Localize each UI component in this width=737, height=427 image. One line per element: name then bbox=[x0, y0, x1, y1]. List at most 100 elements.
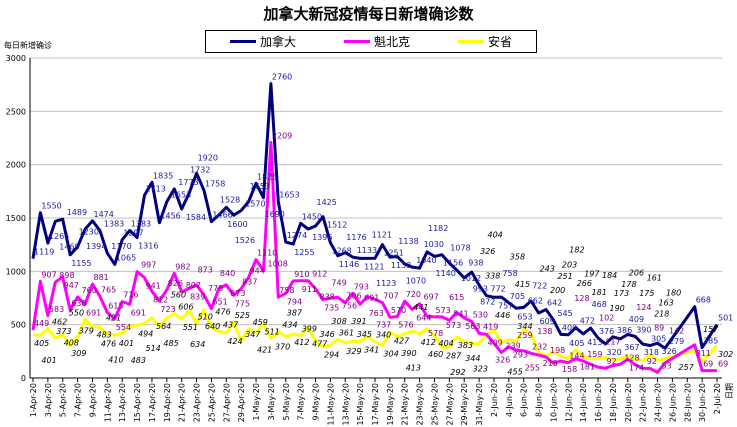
x-tick-label: 5-Apr-20 bbox=[59, 383, 68, 417]
data-label: 294 bbox=[324, 351, 339, 360]
data-label: 344 bbox=[465, 354, 480, 363]
data-label: 159 bbox=[587, 350, 602, 359]
x-tick-label: 8-Jun-20 bbox=[535, 383, 544, 417]
data-label: 326 bbox=[495, 356, 510, 365]
data-label: 239 bbox=[505, 342, 520, 351]
data-label: 642 bbox=[547, 299, 562, 308]
data-label: 476 bbox=[215, 308, 230, 317]
data-label: 401 bbox=[41, 356, 56, 365]
x-tick-label: 14-Jun-20 bbox=[579, 383, 588, 422]
legend-label: 安省 bbox=[487, 35, 512, 49]
data-label: 1835 bbox=[153, 171, 173, 180]
data-label: 1297 bbox=[123, 229, 143, 238]
x-tick-label: 17-Apr-20 bbox=[148, 383, 157, 422]
data-label: 716 bbox=[123, 291, 138, 300]
data-label: 757 bbox=[498, 301, 513, 310]
data-label: 560 bbox=[171, 290, 186, 299]
data-label: 1133 bbox=[391, 261, 411, 270]
data-label: 1230 bbox=[79, 227, 99, 236]
data-label: 232 bbox=[532, 342, 547, 351]
x-tick-label: 1-Apr-20 bbox=[29, 383, 38, 417]
data-label: 1653 bbox=[171, 191, 191, 200]
data-label: 697 bbox=[424, 293, 439, 302]
data-label: 941 bbox=[146, 282, 161, 291]
data-label: 1584 bbox=[186, 213, 206, 222]
data-label: 190 bbox=[610, 304, 625, 313]
data-label: 413 bbox=[587, 338, 602, 347]
data-label: 615 bbox=[108, 301, 123, 310]
data-label: 873 bbox=[230, 289, 245, 298]
data-label: 1450 bbox=[302, 212, 322, 221]
x-tick-label: 25-Apr-20 bbox=[207, 383, 216, 422]
data-label: 576 bbox=[398, 321, 413, 330]
data-label: 1653 bbox=[279, 191, 299, 200]
data-label: 705 bbox=[510, 292, 525, 301]
data-label: 462 bbox=[52, 318, 67, 327]
data-label: 304 bbox=[383, 350, 398, 359]
data-label: 1920 bbox=[198, 154, 218, 163]
x-tick-label: 3-Apr-20 bbox=[44, 383, 53, 417]
data-label: 563 bbox=[465, 322, 480, 331]
data-label: 446 bbox=[495, 311, 510, 320]
data-label: 1469 bbox=[59, 242, 79, 251]
data-label: 514 bbox=[146, 344, 161, 353]
data-label: 379 bbox=[79, 327, 94, 336]
data-label: 200 bbox=[550, 286, 565, 295]
data-label: 142 bbox=[669, 326, 684, 335]
data-label: 910 bbox=[294, 270, 309, 279]
data-label: 124 bbox=[636, 303, 651, 312]
data-label: 358 bbox=[510, 252, 525, 261]
data-label: 157 bbox=[703, 325, 719, 334]
x-tick-label: 1-May-20 bbox=[252, 383, 261, 420]
data-label: 347 bbox=[245, 330, 261, 339]
data-label: 421 bbox=[257, 346, 272, 355]
data-label: 1119 bbox=[34, 248, 54, 257]
data-label: 573 bbox=[436, 306, 451, 315]
data-label: 421 bbox=[106, 314, 121, 323]
data-label: 174 bbox=[629, 363, 644, 372]
data-label: 944 bbox=[250, 266, 265, 275]
series-line-2 bbox=[32, 308, 719, 363]
data-label: 441 bbox=[413, 303, 428, 312]
y-tick-label: 2000 bbox=[6, 161, 26, 170]
data-label: 550 bbox=[69, 308, 84, 317]
data-label: 401 bbox=[119, 339, 134, 348]
data-label: 173 bbox=[614, 289, 629, 298]
data-label: 218 bbox=[654, 310, 669, 319]
x-tick-label: 29-May-20 bbox=[460, 383, 469, 426]
data-label: 1065 bbox=[116, 253, 136, 262]
data-label: 1182 bbox=[428, 224, 448, 233]
data-label: 344 bbox=[517, 322, 532, 331]
data-label: 449 bbox=[34, 319, 49, 328]
data-label: 691 bbox=[131, 308, 146, 317]
data-label: 722 bbox=[532, 282, 547, 291]
data-label: 840 bbox=[220, 269, 235, 278]
x-tick-label: 2-Jul-20 bbox=[713, 383, 722, 414]
data-label: 161 bbox=[647, 273, 662, 282]
data-label: 128 bbox=[624, 353, 639, 362]
data-label: 320 bbox=[607, 348, 622, 357]
data-label: 308 bbox=[331, 317, 346, 326]
data-label: 287 bbox=[446, 351, 462, 360]
data-label: 181 bbox=[592, 288, 607, 297]
data-label: 383 bbox=[458, 341, 473, 350]
x-tick-label: 24-Jun-20 bbox=[654, 383, 663, 422]
data-label: 89 bbox=[654, 324, 664, 333]
x-tick-label: 7-May-20 bbox=[297, 383, 306, 420]
x-tick-label: 11-May-20 bbox=[326, 383, 335, 426]
data-label: 128 bbox=[574, 294, 589, 303]
data-label: 1773 bbox=[178, 178, 198, 187]
data-label: 872 bbox=[480, 298, 495, 307]
data-label: 778 bbox=[208, 284, 223, 293]
x-tick-label: 9-Apr-20 bbox=[88, 383, 97, 417]
data-label: 251 bbox=[557, 272, 572, 281]
data-label: 494 bbox=[138, 329, 153, 338]
data-label: 361 bbox=[339, 329, 354, 338]
data-label: 1140 bbox=[436, 269, 456, 278]
data-label: 707 bbox=[383, 292, 398, 301]
data-label: 907 bbox=[41, 270, 56, 279]
x-tick-label: 28-Jun-20 bbox=[683, 383, 692, 422]
data-label: 468 bbox=[592, 300, 607, 309]
data-label: 1825 bbox=[257, 172, 277, 181]
